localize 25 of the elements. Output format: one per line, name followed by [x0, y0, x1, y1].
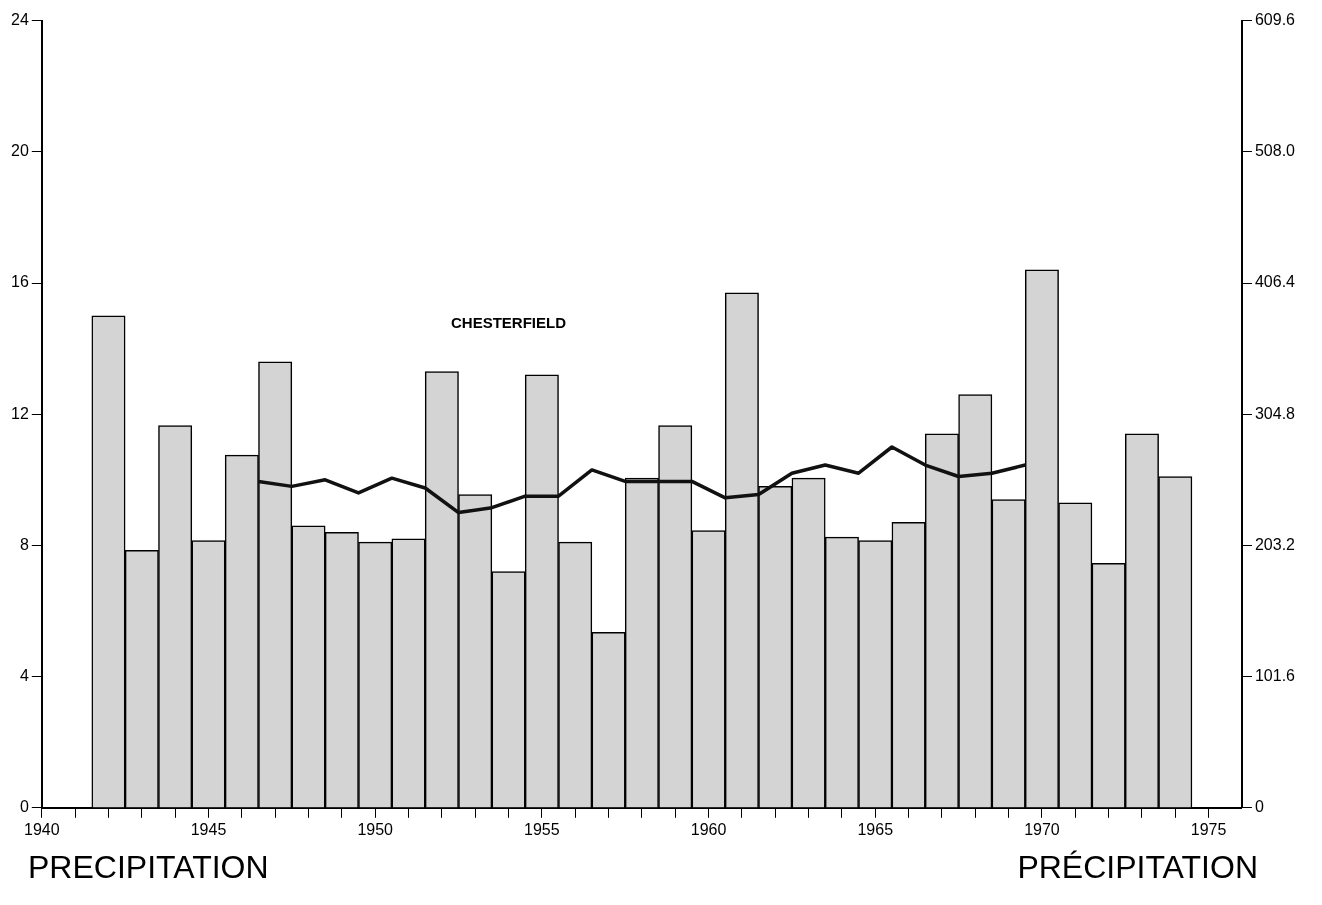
x-tick-label: 1950 [357, 820, 394, 838]
text: CHESTERFIELD [451, 313, 567, 331]
y2-tick-label: 609.6 [1254, 11, 1296, 29]
x-tick-label: 1965 [857, 820, 894, 838]
x-tick-label: 1975 [1190, 820, 1227, 838]
y-tick-label: 20 [11, 142, 29, 160]
y2-tick-label: 0 [1254, 798, 1264, 816]
text: PRECIPITATION [28, 849, 269, 886]
y-tick-label: 16 [11, 273, 29, 291]
x-tick-label: 1940 [24, 820, 60, 838]
y-tick-label: 24 [11, 11, 29, 29]
y-tick-label: 0 [19, 798, 29, 816]
y2-tick-label: 203.2 [1254, 535, 1296, 553]
y2-tick-label: 508.0 [1254, 142, 1296, 160]
y-tick-label: 4 [19, 667, 29, 685]
text: PRÉCIPITATION [1017, 849, 1258, 886]
x-tick-label: 1945 [190, 820, 227, 838]
x-tick-label: 1960 [690, 820, 727, 838]
y2-tick-label: 101.6 [1254, 667, 1296, 685]
x-tick-label: 1970 [1024, 820, 1060, 838]
y-tick-label: 8 [19, 535, 29, 553]
y-tick-label: 12 [11, 404, 29, 422]
y2-tick-label: 304.8 [1254, 404, 1296, 422]
x-tick-label: 1955 [524, 820, 560, 838]
y2-tick-label: 406.4 [1254, 273, 1296, 291]
